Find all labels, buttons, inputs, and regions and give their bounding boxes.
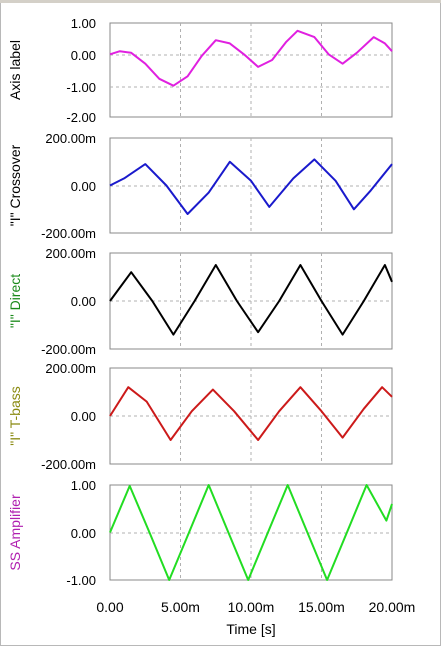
y-tick-label: -2.00 [66,110,96,125]
x-tick-label: 20.00m [369,599,416,615]
y-tick-label: -1.00 [66,80,96,95]
panel-4: 200.00m 0.00 -200.00m "I" T-bass [7,361,393,472]
y-tick-label: 1.00 [71,478,96,493]
y-axis-label: SS Amplifier [7,494,23,571]
panel-3: 200.00m 0.00 -200.00m "I" Direct [7,246,393,357]
y-tick-label: 0.00 [71,179,96,194]
x-tick-label: 15.00m [298,599,345,615]
y-tick-label: 0.00 [71,409,96,424]
y-axis-label: "I" Direct [7,274,23,328]
panel-2: 200.00m 0.00 -200.00m "I" Crossover [7,131,393,241]
y-tick-label: 200.00m [45,361,96,376]
y-tick-label: -200.00m [41,342,96,357]
y-axis-label: Axis label [7,40,23,100]
panel-1: 1.00 0.00 -1.00 -2.00 Axis label [7,16,393,125]
y-tick-label: 200.00m [45,131,96,146]
x-axis: 0.00 5.00m 10.00m 15.00m 20.00m Time [s] [96,599,415,637]
series-line [109,264,393,336]
x-axis-title: Time [s] [226,621,275,637]
y-tick-label: 0.00 [71,294,96,309]
series-line [109,29,393,87]
y-axis-label: "I" Crossover [7,144,23,226]
x-tick-label: 0.00 [96,599,123,615]
y-tick-label: 1.00 [71,16,96,31]
panel-5: 1.00 0.00 -1.00 SS Amplifier [7,478,393,588]
x-tick-label: 5.00m [161,599,200,615]
y-tick-label: 200.00m [45,246,96,261]
window-top-edge [0,0,441,3]
y-tick-label: 0.00 [71,526,96,541]
y-tick-label: -200.00m [41,457,96,472]
y-axis-label: "I" T-bass [7,386,23,445]
y-tick-label: -1.00 [66,573,96,588]
y-tick-label: 0.00 [71,48,96,63]
series-line [109,158,393,215]
series-line [109,484,393,581]
y-tick-label: -200.00m [41,226,96,241]
series-line [109,386,393,441]
x-tick-label: 10.00m [228,599,275,615]
